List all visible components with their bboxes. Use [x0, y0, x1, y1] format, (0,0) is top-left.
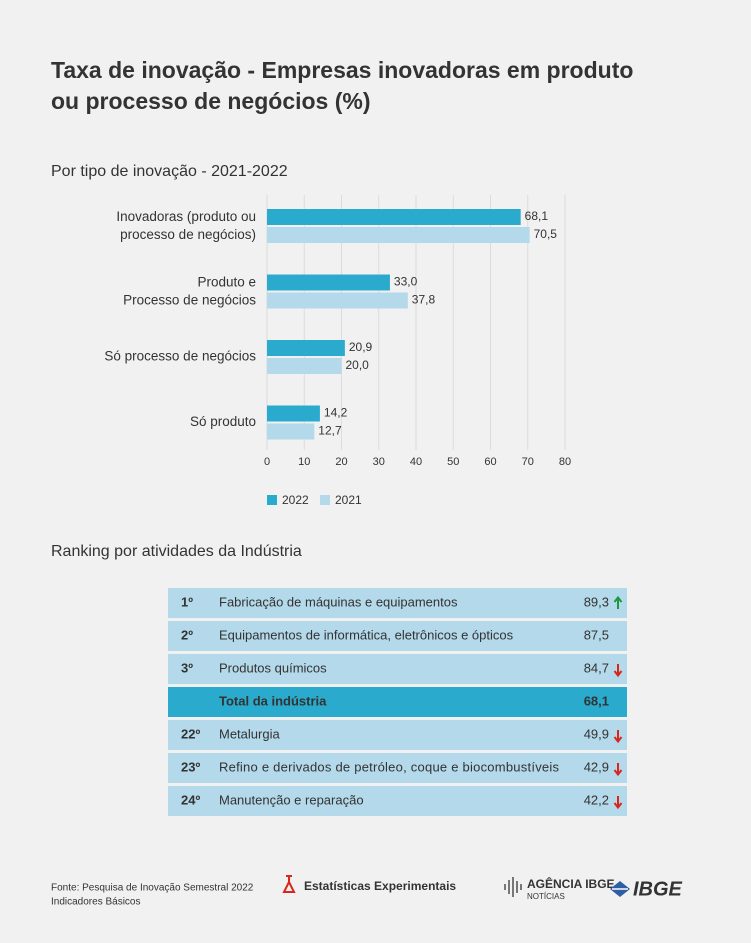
x-tick-label: 20 [335, 456, 347, 468]
activity-name: Fabricação de máquinas e equipamentos [219, 594, 458, 609]
experimental-icon [282, 875, 296, 893]
legend-swatch [267, 495, 277, 505]
source: Fonte: Pesquisa de Inovação Semestral 20… [51, 883, 254, 894]
rate-value: 42,9 [584, 759, 609, 774]
value-label: 14,2 [324, 406, 348, 420]
title: Taxa de inovação - Empresas inovadoras e… [51, 57, 633, 114]
legend-label: 2021 [335, 493, 362, 507]
bar [267, 358, 342, 374]
bar [267, 227, 530, 243]
row-background [168, 588, 627, 618]
row-background [168, 786, 627, 816]
bar [267, 274, 390, 291]
agencia-icon [504, 877, 522, 897]
x-tick-label: 30 [373, 456, 385, 468]
ranking-row: 22º Metalurgia 49,9 [168, 720, 627, 750]
ranking-title: Ranking por atividades da Indústria [51, 543, 302, 560]
rank: 2º [181, 627, 193, 642]
x-tick-label: 80 [559, 456, 571, 468]
value-label: 12,7 [318, 424, 342, 438]
ranking-row: 3º Produtos químicos 84,7 [168, 654, 627, 684]
legend-label: 2022 [282, 493, 309, 507]
ranking-row: 24º Manutenção e reparação 42,2 [168, 786, 627, 816]
legend-swatch [320, 495, 330, 505]
row-background [168, 687, 627, 717]
activity-name: Manutenção e reparação [219, 792, 364, 807]
experimental-label: Estatísticas Experimentais [304, 879, 456, 893]
category-label: Só produto [190, 414, 256, 429]
rank: 23º [181, 759, 200, 774]
rank: 24º [181, 792, 200, 807]
x-tick-label: 60 [484, 456, 496, 468]
ibge-label: IBGE [633, 878, 683, 900]
category-label: Só processo de negócios [104, 349, 256, 364]
chart-subtitle: Por tipo de inovação - 2021-2022 [51, 163, 288, 180]
bar [267, 423, 315, 440]
x-tick-label: 40 [410, 456, 422, 468]
trend-down-arrow [613, 796, 623, 810]
x-tick-label: 50 [447, 456, 459, 468]
rank: 22º [181, 726, 200, 741]
ibge-logo [610, 881, 630, 897]
rate-value: 89,3 [584, 594, 609, 609]
bar [267, 405, 320, 422]
x-tick-label: 70 [522, 456, 534, 468]
rate-value: 42,2 [584, 792, 609, 807]
activity-name: Refino e derivados de petróleo, coque e … [219, 759, 560, 774]
agencia-label: AGÊNCIA IBGE [527, 876, 615, 891]
x-tick-label: 10 [298, 456, 310, 468]
bar [267, 209, 521, 225]
row-background [168, 720, 627, 750]
rank: 3º [181, 660, 193, 675]
noticias-label: NOTÍCIAS [527, 892, 565, 901]
total-row: Total da indústria 68,1 [168, 687, 627, 717]
row-background [168, 753, 627, 783]
value-label: 68,1 [525, 209, 549, 223]
trend-down-arrow [613, 730, 623, 744]
value-label: 20,0 [346, 358, 370, 372]
trend-up-arrow [613, 595, 623, 609]
activity-name: Produtos químicos [219, 660, 327, 675]
ranking-row: 2º Equipamentos de informática, eletrônic… [168, 621, 627, 651]
ranking-row: 1º Fabricação de máquinas e equipamentos 8… [168, 588, 627, 618]
rate-value: 87,5 [584, 627, 609, 642]
rate-value: 84,7 [584, 660, 609, 675]
row-background [168, 654, 627, 684]
activity-name: Metalurgia [219, 726, 280, 741]
activity-name: Total da indústria [219, 693, 327, 708]
value-label: 37,8 [412, 293, 436, 307]
trend-down-arrow [613, 664, 623, 678]
category-label: Inovadoras (produto ou processo de negóci… [116, 209, 256, 242]
x-tick-label: 0 [264, 456, 270, 468]
source-line2: Indicadores Básicos [51, 897, 141, 908]
bar [267, 340, 345, 356]
value-label: 70,5 [534, 227, 558, 241]
trend-down-arrow [613, 763, 623, 777]
rate-value: 49,9 [584, 726, 609, 741]
value-label: 33,0 [394, 275, 418, 289]
value-label: 20,9 [349, 340, 373, 354]
rate-value: 68,1 [584, 693, 609, 708]
rank: 1º [181, 594, 193, 609]
bar [267, 292, 408, 309]
activity-name: Equipamentos de informática, eletrônicos… [219, 627, 514, 642]
row-background [168, 621, 627, 651]
ranking-row: 23º Refino e derivados de petróleo, coque… [168, 753, 627, 783]
category-label: Produto e Processo de negócios [123, 274, 256, 307]
